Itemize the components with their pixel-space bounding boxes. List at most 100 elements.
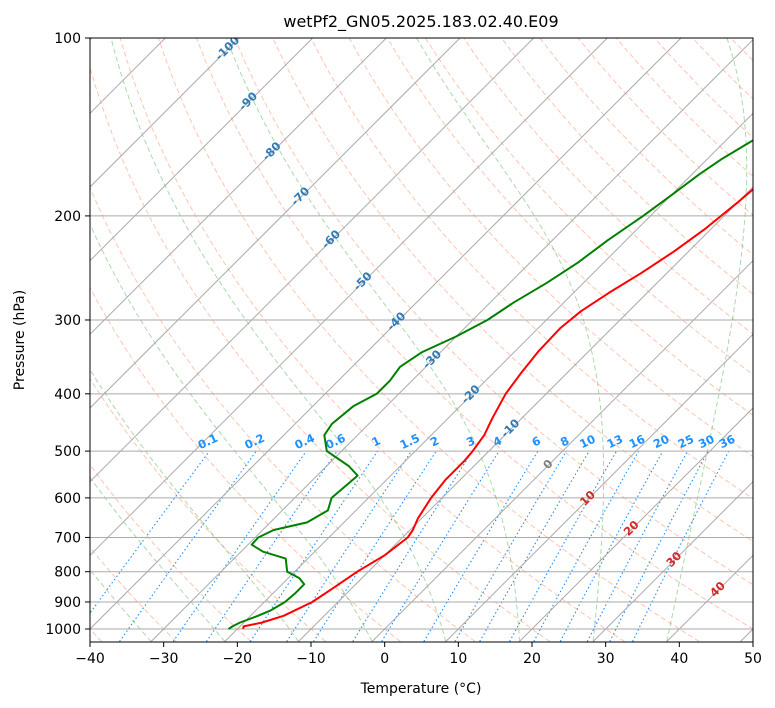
dry-adiabat-line [196,38,753,630]
dry-adiabat-line [692,38,753,100]
mixing-ratio-label: 8 [558,433,571,449]
mixing-ratio-line [286,450,412,642]
isotherm-line [371,259,753,642]
x-tick-label: 20 [523,651,541,667]
mixing-ratio-label: 20 [651,432,671,451]
isotherm-line [90,38,240,188]
isotherm-line [90,38,387,336]
mixing-ratio-line [454,450,567,642]
isotherm-line [90,38,608,557]
dry-adiabat-line [157,38,700,642]
dry-adiabat-line [90,286,401,642]
mixing-ratio-label: 36 [717,432,737,451]
dry-adiabat-line [90,546,177,642]
isotherm-line [90,38,314,262]
mixing-ratio-line [586,450,688,642]
isotherm-line [445,333,753,642]
plot-area: 0.1 0.2 0.4 0.6 1 1.5 2 3 4 6 8 10 13 16 20 25 30 36-100-… [90,38,775,642]
x-axis-label: Temperature (°C) [360,681,482,697]
mixing-ratio-label: 0.1 [196,431,220,452]
x-tick-label: −40 [75,651,105,667]
mixing-ratio-label: 1 [369,433,382,449]
moist-adiabats [90,38,748,642]
mixing-ratio-line [632,450,730,642]
mixing-ratio-line [205,450,338,642]
chart-title: wetPf2_GN05.2025.183.02.40.E09 [283,12,558,32]
moist-adiabat-line [666,38,748,642]
dry-adiabat-line [615,38,753,177]
x-tick-label: 50 [744,651,762,667]
background-labels: 0.1 0.2 0.4 0.6 1 1.5 2 3 4 6 8 10 13 16 20 25 30 36-100-… [196,38,738,600]
isotherm-line [150,38,753,642]
moist-adiabat-line [416,38,605,642]
mixing-ratio-line [509,450,617,642]
isotherm-label: -40 [384,309,409,334]
mixing-ratio-line [172,450,307,642]
moist-adiabat-line [90,476,226,642]
mixing-ratio-line [313,450,437,642]
dry-adiabat-line [90,463,252,642]
y-tick-label: 100 [54,31,81,47]
isotherm-label: 30 [663,549,684,570]
x-tick-label: −30 [149,651,179,667]
isotherm-line [519,407,753,642]
dry-adiabat-line [90,377,327,642]
mixing-ratio-label: 25 [676,432,696,451]
dry-adiabat-line [424,38,753,376]
mixing-ratio-line [559,450,664,642]
isotherm-label: -80 [259,139,284,164]
x-tick-label: 30 [597,651,615,667]
isotherm-label: -10 [498,416,523,441]
mixing-ratio-label: 16 [627,432,647,451]
dry-adiabat-line [119,38,625,642]
isotherm-line [298,186,753,642]
sounding-series [227,139,753,630]
x-axis-ticks: −40 −30 −20 −10 0 10 20 30 40 50 [75,642,762,667]
y-tick-label: 800 [54,565,81,581]
x-tick-label: 40 [670,651,688,667]
dry-adiabat-line [348,38,753,458]
mixing-ratio-line [381,450,500,642]
y-tick-label: 600 [54,491,81,507]
dry-adiabat-line [234,38,753,586]
moist-adiabat-line [110,38,447,642]
y-tick-label: 1000 [45,622,81,638]
pressure-gridlines [90,38,753,630]
dry-adiabat-line [463,38,753,335]
mixing-ratio-line [90,450,210,615]
y-tick-label: 200 [54,209,81,225]
mixing-ratio-label: 30 [696,432,716,451]
x-tick-label: −10 [296,651,326,667]
dry-adiabat-line [539,38,753,256]
mixing-ratio-line [533,450,640,642]
dry-adiabat-line [386,38,753,416]
plot-frame [89,37,754,643]
y-tick-label: 400 [54,387,81,403]
isotherm-label: -50 [350,269,375,294]
moist-adiabat-line [90,368,299,642]
isotherm-line [90,38,535,483]
mixing-ratio-line [609,450,709,642]
dry-adiabat-line [90,186,476,642]
dry-adiabat-line [90,66,551,642]
dry-adiabat-line [769,38,775,642]
x-tick-label: −20 [223,651,253,667]
y-tick-label: 900 [54,595,81,611]
mixing-ratio-line [249,450,379,642]
mixing-ratio-label: 6 [530,433,543,449]
mixing-ratio-label: 0.2 [242,431,266,452]
dewpoint-line [227,139,753,630]
moist-adiabat-line [225,38,520,642]
isotherm-label: 40 [707,579,728,600]
dry-adiabat-line [272,38,753,542]
isotherm-line [90,38,461,409]
isotherm-label: -60 [319,227,344,252]
mixing-ratio-label: 0.4 [292,431,316,452]
mixing-ratio-lines [90,450,730,642]
isotherm-label: -20 [458,382,483,407]
mixing-ratio-line [423,450,539,642]
y-tick-label: 700 [54,530,81,546]
mixing-ratio-label: 1.5 [398,431,422,452]
dry-adiabat-line [501,38,753,295]
isotherm-line [740,628,753,642]
